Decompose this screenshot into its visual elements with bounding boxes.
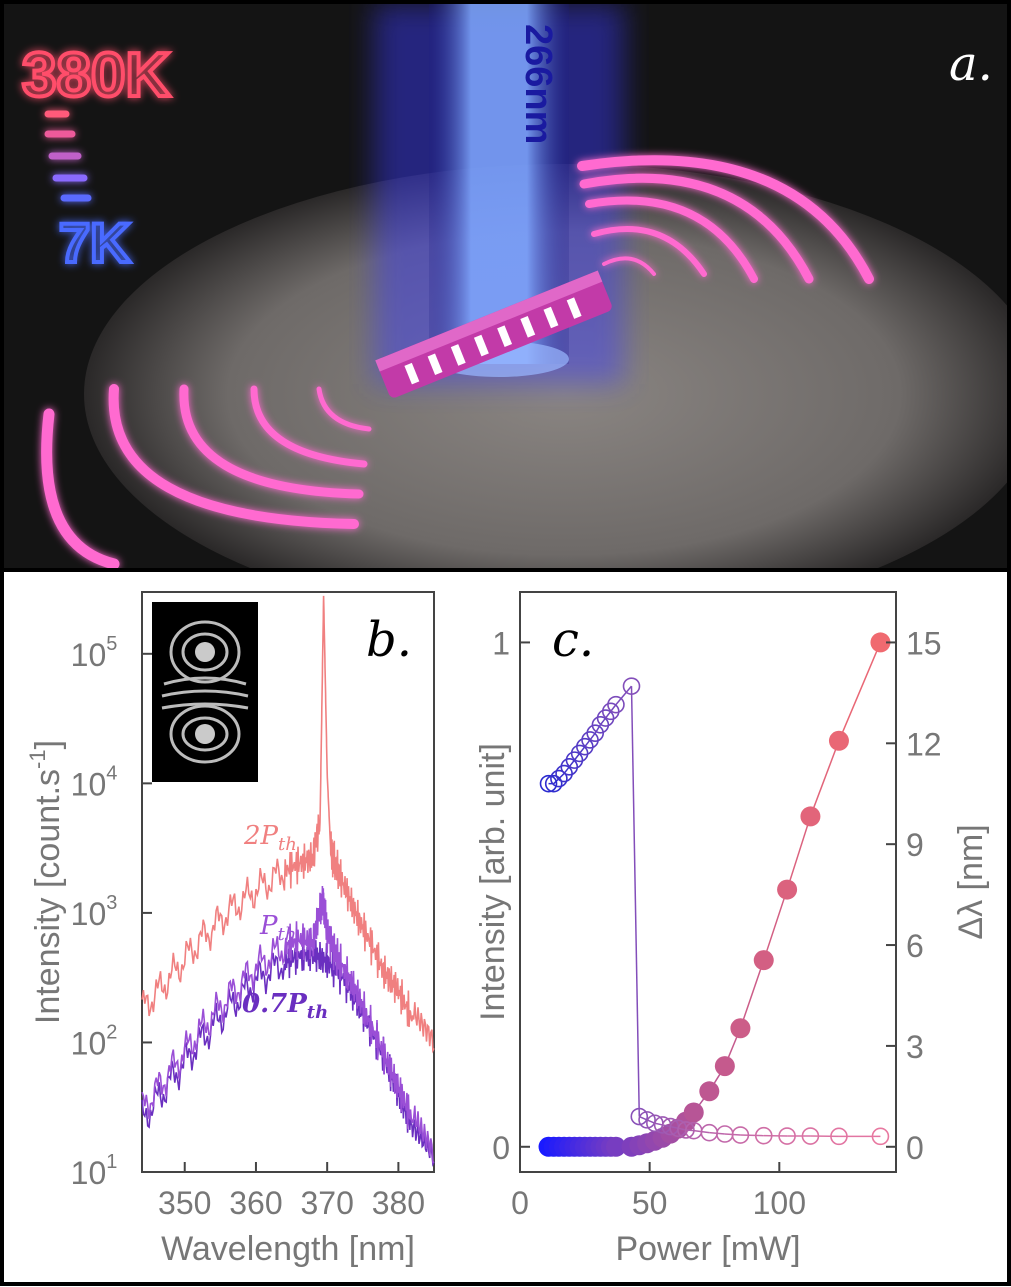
series-label-07pth-sub: th [307, 1002, 328, 1023]
series-segment [740, 1135, 763, 1136]
y-tick-label: 103 [71, 892, 118, 932]
x-tick-label: 350 [158, 1185, 211, 1221]
y-right-tick-label: 9 [906, 827, 924, 863]
series-segment [787, 816, 810, 889]
temp-high-label: 380K [22, 41, 170, 110]
y-tick-label: 101 [71, 1151, 118, 1191]
chart-b-x-ticks: 350 360 370 380 [158, 1162, 425, 1221]
chart-b-y-ticks: 101 102 103 104 105 [71, 633, 152, 1191]
intensity-point [829, 731, 849, 751]
intensity-point [730, 1018, 750, 1038]
y-tick-label: 105 [71, 633, 118, 673]
chart-b-ylabel-main: Intensity [count.s [29, 769, 67, 1024]
panel-a-illustration: 380K 7K 266nm a. [0, 0, 1011, 572]
y-left-tick-label: 0 [492, 1130, 510, 1166]
intensity-point [699, 1081, 719, 1101]
panel-a-label: a. [949, 36, 993, 92]
series-segment [686, 1130, 694, 1131]
y-left-tick-label: 1 [492, 625, 510, 661]
intensity-point [754, 950, 774, 970]
y-right-tick-label: 6 [906, 928, 924, 964]
chart-c-ylabel-left: Intensity [arb. unit] [474, 743, 512, 1021]
intensity-point [777, 880, 797, 900]
series-segment [632, 686, 640, 1116]
chart-c-x-ticks: 0 50 100 [511, 1162, 806, 1221]
x-tick-label: 100 [753, 1185, 806, 1221]
chart-c-xlabel: Power [mW] [615, 1230, 800, 1268]
series-label-2pth-main: 2P [243, 821, 279, 851]
series-label-2pth: 2Pth [243, 821, 297, 855]
x-tick-label: 360 [229, 1185, 282, 1221]
y-right-tick-label: 0 [906, 1130, 924, 1166]
y-right-tick-label: 3 [906, 1029, 924, 1065]
chart-c-ylabel-right: Δλ [nm] [952, 824, 990, 939]
series-segment [740, 960, 763, 1028]
chart-c-panel-label: c. [552, 612, 594, 668]
series-segment [839, 642, 880, 740]
intensity-point [800, 806, 820, 826]
chart-b-xlabel: Wavelength [nm] [161, 1230, 415, 1268]
x-tick-label: 50 [632, 1185, 668, 1221]
chart-b-panel-label: b. [366, 612, 412, 668]
chart-c-right-ticks: 0 3 6 9 12 15 [886, 625, 942, 1165]
series-label-pth: Pth [259, 911, 296, 945]
intensity-point [684, 1102, 704, 1122]
illustration-svg: 380K 7K 266nm a. [4, 4, 1007, 568]
chart-c-series-group [539, 632, 891, 1156]
y-tick-label: 104 [71, 762, 118, 802]
series-label-pth-main: P [259, 911, 278, 941]
series-label-pth-sub: th [278, 924, 297, 945]
chart-c: 0 50 100 0 1 0 3 6 9 12 15 Power [mW] Intensity … [474, 592, 990, 1268]
y-tick-label: 102 [71, 1021, 118, 1061]
chart-b-ylabel: Intensity [count.s-1] [25, 740, 67, 1024]
beam-wavelength-label: 266nm [517, 24, 559, 144]
temp-low-label: 7K [59, 211, 131, 274]
intensity-point [715, 1056, 735, 1076]
series-label-2pth-sub: th [278, 834, 297, 855]
series-label-07pth: 0.7Pth [242, 989, 328, 1023]
x-tick-label: 370 [300, 1185, 353, 1221]
series-segment [810, 741, 839, 817]
chart-b: 350 360 370 380 101 102 103 104 105 Wavelength … [25, 592, 434, 1268]
series-segment [764, 890, 787, 961]
series-label-07pth-main: 0.7P [242, 989, 308, 1019]
series-segment [655, 1123, 663, 1125]
y-right-tick-label: 12 [906, 726, 942, 762]
chart-b-ylabel-close: ] [29, 740, 67, 749]
x-tick-label: 380 [372, 1185, 425, 1221]
y-right-tick-label: 15 [906, 625, 942, 661]
chart-b-ylabel-sup: -1 [25, 749, 50, 769]
series-line-07p_th [142, 935, 434, 1165]
x-tick-label: 0 [511, 1185, 529, 1221]
